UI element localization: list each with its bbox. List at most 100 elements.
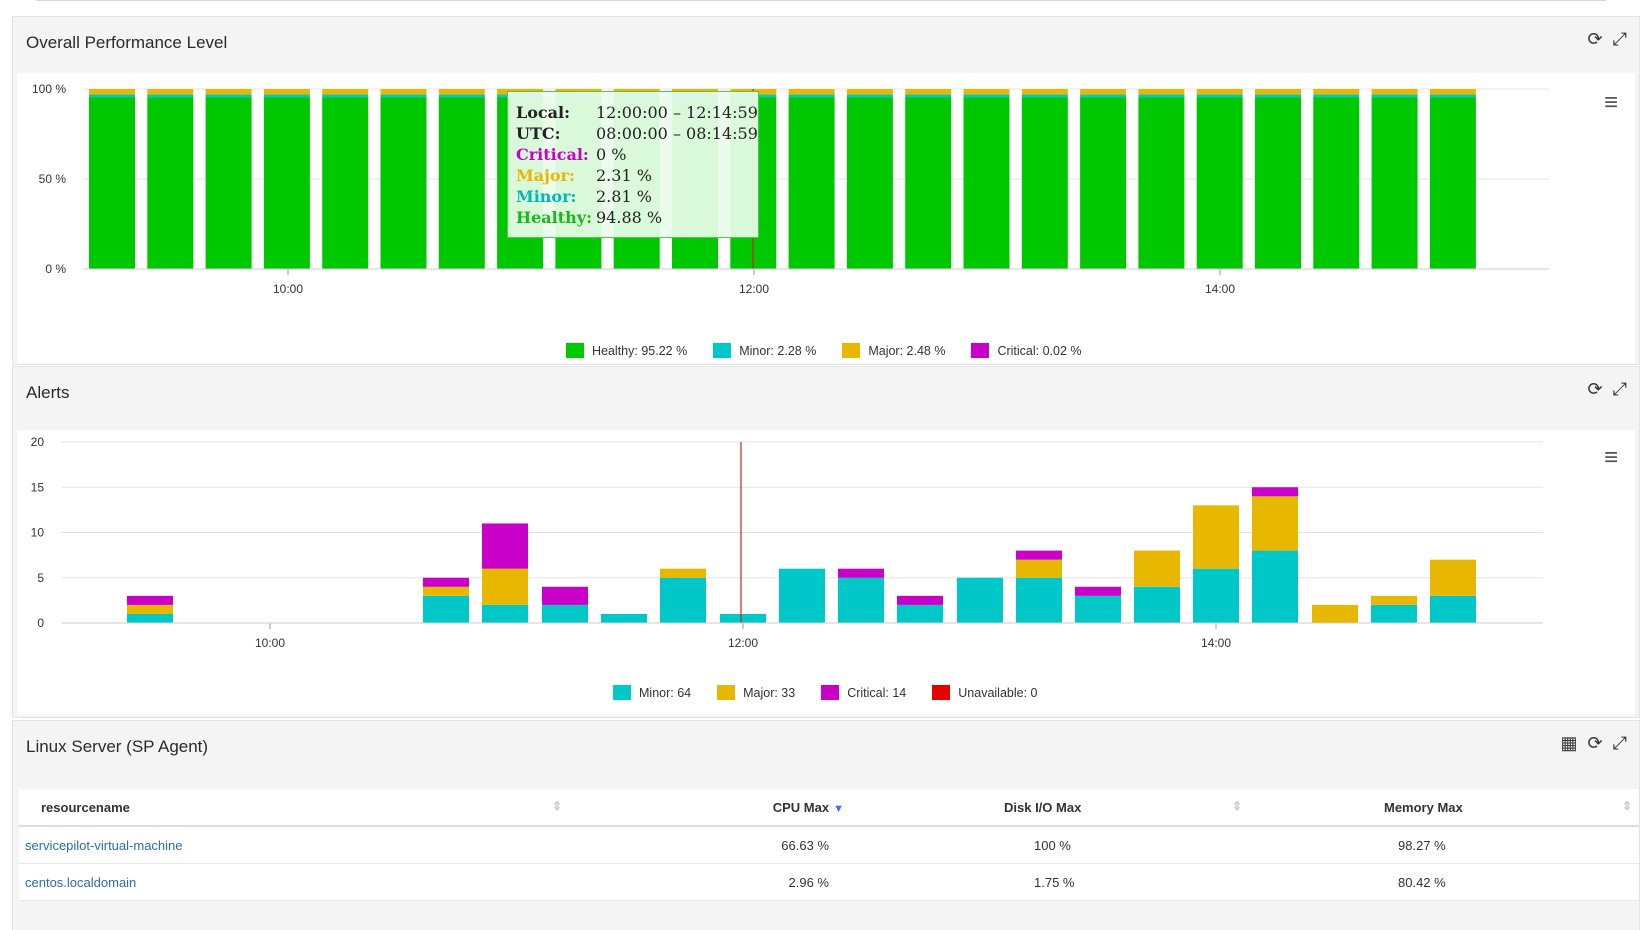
bar-segment-minor [660,577,706,623]
bar-segment-major [1252,496,1298,551]
bar-segment-minor [1021,94,1068,98]
bar-segment-minor [1252,550,1298,623]
col-memory-max[interactable]: Memory Max ⇕ [1249,789,1639,827]
bar-segment-minor [205,94,252,98]
bar-segment-healthy [1371,97,1418,269]
col-cpu-max[interactable]: CPU Max ▼ [569,789,869,827]
sort-icon[interactable]: ⇕ [1232,799,1243,813]
bar-segment-major [788,89,835,95]
bar-segment-minor [89,94,135,98]
bar-segment-major [1371,89,1418,95]
bar-segment-minor [482,604,528,623]
bar-segment-major [205,89,252,95]
bar-segment-minor [846,94,893,98]
refresh-icon[interactable]: ⟳ [1587,379,1603,399]
bar-segment-minor [1080,94,1127,98]
bar-segment-major [423,586,469,596]
bar-segment-healthy [438,97,485,269]
bar-segment-critical [542,586,588,605]
disk-io-max-cell: 100 % [869,826,1249,864]
disk-io-max-cell: 1.75 % [869,863,1249,901]
bar-segment-healthy [322,97,369,269]
linux-table: resourcename ⇕ CPU Max ▼ Disk I/O Max ⇕ Mem… [19,789,1639,901]
expand-icon[interactable]: ⤢ [1612,733,1627,753]
bar-segment-major [89,89,135,95]
memory-max-cell: 98.27 % [1249,826,1639,864]
col-resourcename[interactable]: resourcename ⇕ [19,789,569,827]
bar-segment-minor [1255,94,1301,98]
legend-critical[interactable]: Critical: 14 [821,685,906,700]
bar-segment-major [1371,595,1417,605]
performance-panel: Overall Performance Level ⟳ ⤢ 100 % 50 % 0… [12,16,1640,365]
sort-desc-icon[interactable]: ▼ [833,802,844,815]
y-tick-label: 50 % [39,172,67,186]
resource-link[interactable]: servicepilot-virtual-machine [25,837,183,853]
bar-segment-healthy [1313,97,1360,269]
bar-segment-critical [127,595,173,605]
col-disk-io-max[interactable]: Disk I/O Max ⇕ [869,789,1249,827]
bar-segment-critical [838,568,884,578]
bar-segment-minor [601,613,647,623]
bar-segment-major [1016,559,1062,578]
bar-segment-major [1255,89,1301,95]
legend-minor[interactable]: Minor: 64 [613,685,691,700]
x-tick-label: 14:00 [1201,636,1231,650]
bar-segment-minor [1371,94,1418,98]
x-tick-label: 10:00 [255,636,285,650]
bar-segment-healthy [380,97,427,269]
bar-segment-major [482,568,528,605]
table-row[interactable]: servicepilot-virtual-machine 66.63 % 100… [19,826,1639,864]
x-tick-label: 14:00 [1205,282,1235,296]
chart-menu-icon[interactable]: ≡ [1604,444,1619,471]
performance-legend: Healthy: 95.22 % Minor: 2.28 % Major: 2.… [566,343,1082,358]
bar-segment-minor [147,94,194,98]
bar-segment-healthy [89,97,135,269]
refresh-icon[interactable]: ⟳ [1587,733,1603,753]
y-tick-label: 10 [31,526,45,540]
bar-segment-major [1193,505,1239,569]
bar-segment-minor [438,94,485,98]
legend-healthy[interactable]: Healthy: 95.22 % [566,343,687,358]
bar-segment-healthy [1138,97,1185,269]
bar-segment-minor [1134,586,1180,623]
expand-icon[interactable]: ⤢ [1612,29,1627,49]
x-tick-label: 10:00 [273,282,303,296]
table-row[interactable]: centos.localdomain 2.96 % 1.75 % 80.42 % [19,863,1639,901]
bar-segment-major [1196,89,1243,95]
bar-segment-major [1429,89,1476,95]
bar-segment-minor [905,94,952,98]
alerts-chart[interactable]: 20 15 10 5 0 10:00 12:00 14:00 [17,430,1635,715]
bar-segment-critical [897,595,943,605]
linux-title: Linux Server (SP Agent) [26,737,209,756]
sort-icon[interactable]: ⇕ [1622,799,1633,813]
cpu-max-cell: 2.96 % [569,863,869,901]
bar-segment-minor [963,94,1010,98]
legend-critical[interactable]: Critical: 0.02 % [971,343,1082,358]
bar-segment-major [846,89,893,95]
y-tick-label: 0 % [45,262,66,276]
alerts-legend: Minor: 64 Major: 33 Critical: 14 Unavail… [613,685,1037,700]
table-icon[interactable]: ▦ [1560,733,1578,753]
legend-unavailable[interactable]: Unavailable: 0 [932,685,1037,700]
resource-link[interactable]: centos.localdomain [25,874,137,890]
legend-minor[interactable]: Minor: 2.28 % [713,343,816,358]
bar-segment-minor [1196,94,1243,98]
expand-icon[interactable]: ⤢ [1612,379,1627,399]
bar-segment-healthy [263,97,310,269]
y-tick-label: 15 [31,480,45,494]
bar-segment-minor [1193,568,1239,623]
bar-segment-critical [1075,586,1121,596]
bar-segment-healthy [1080,97,1127,269]
bar-segment-major [380,89,427,95]
table-header-row: resourcename ⇕ CPU Max ▼ Disk I/O Max ⇕ Mem… [19,789,1639,827]
performance-chart[interactable]: 100 % 50 % 0 % 10:00 12:00 14:00 [17,73,1635,363]
legend-major[interactable]: Major: 2.48 % [842,343,945,358]
sort-icon[interactable]: ⇕ [552,799,563,813]
bar-segment-minor [423,595,469,623]
chart-menu-icon[interactable]: ≡ [1604,89,1619,116]
bar-segment-minor [1313,94,1360,98]
bar-segment-minor [1371,604,1417,623]
legend-major[interactable]: Major: 33 [717,685,795,700]
refresh-icon[interactable]: ⟳ [1587,29,1603,49]
bar-segment-minor [897,604,943,623]
